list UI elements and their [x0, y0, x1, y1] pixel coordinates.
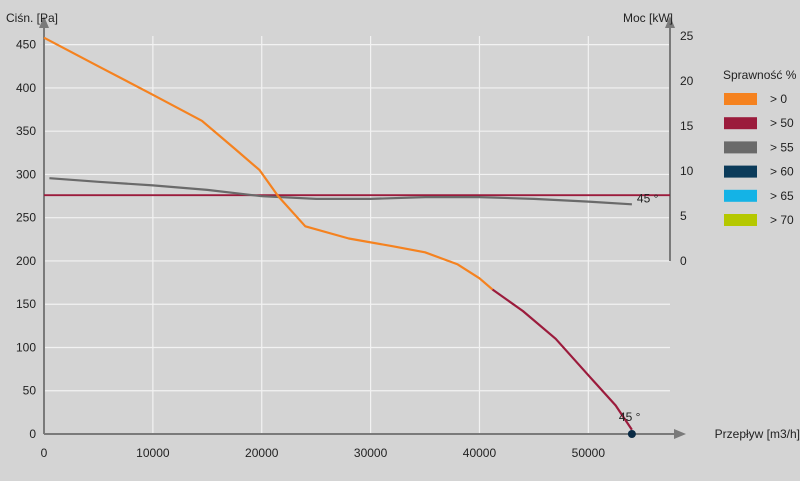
y2-tick-label: 25	[680, 29, 694, 43]
y-tick-label: 400	[16, 81, 36, 95]
x-tick-label: 0	[41, 446, 48, 460]
legend-swatch	[724, 117, 757, 130]
y-axis-label: Ciśn. [Pa]	[6, 11, 58, 25]
y-tick-label: 100	[16, 340, 36, 354]
y-tick-label: 150	[16, 297, 36, 311]
pressure-curve-annotation: 45 °	[619, 410, 641, 424]
y-axis-arrow	[39, 16, 49, 28]
legend-swatch	[724, 214, 757, 226]
tick-labels: 0 10000 20000 30000 40000 5000005010015020025…	[16, 29, 694, 460]
y2-tick-label: 20	[680, 74, 694, 88]
legend-swatch	[724, 165, 757, 178]
power-curve	[49, 177, 632, 206]
legend-label: > 60	[770, 165, 794, 179]
y2-tick-label: 15	[680, 119, 694, 133]
legend-label: > 55	[770, 140, 794, 154]
legend-label: > 50	[770, 116, 794, 130]
y-tick-label: 350	[16, 124, 36, 138]
x-tick-label: 50000	[572, 446, 606, 460]
y2-axis-arrow	[665, 16, 675, 28]
pressure-curve-segment	[43, 36, 494, 291]
y-tick-label: 0	[29, 427, 36, 441]
y2-tick-label: 10	[680, 164, 694, 178]
y2-tick-label: 5	[680, 209, 687, 223]
x-axis-label: Przepływ [m3/h]	[715, 427, 800, 441]
x-tick-label: 30000	[354, 446, 388, 460]
power-curve-annotation: 45 °	[637, 191, 659, 205]
y-tick-label: 450	[16, 38, 36, 52]
legend-label: > 0	[770, 92, 787, 106]
x-tick-label: 20000	[245, 446, 279, 460]
pressure-curve-segment	[491, 288, 633, 431]
y-tick-label: 300	[16, 167, 36, 181]
legend-title: Sprawność %	[723, 68, 797, 82]
grid	[44, 36, 670, 434]
legend-label: > 70	[770, 213, 794, 227]
x-tick-label: 10000	[136, 446, 170, 460]
legend: Sprawność % > 0 > 50 > 55 > 60 > 65 > 70	[723, 68, 797, 227]
y-tick-label: 50	[23, 384, 37, 398]
legend-swatch	[724, 93, 757, 105]
y-tick-label: 200	[16, 254, 36, 268]
y2-axis-label: Moc [kW]	[623, 11, 673, 25]
legend-swatch	[724, 189, 757, 202]
y2-tick-label: 0	[680, 254, 687, 268]
y-tick-label: 250	[16, 211, 36, 225]
operating-point	[627, 430, 636, 438]
legend-label: > 65	[770, 189, 794, 203]
legend-swatch	[724, 141, 757, 154]
x-tick-label: 40000	[463, 446, 497, 460]
x-axis-arrow	[674, 429, 686, 439]
axes: Ciśn. [Pa] Moc [kW] Przepływ [m3/h]	[6, 11, 800, 441]
curves: 45 ° 45 °	[43, 36, 670, 438]
